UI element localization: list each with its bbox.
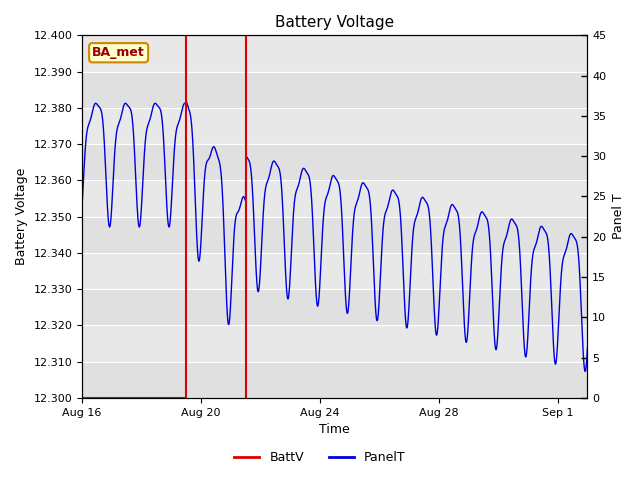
- Y-axis label: Panel T: Panel T: [612, 194, 625, 240]
- Bar: [82, 144, 588, 180]
- Bar: [82, 253, 588, 289]
- Bar: [82, 108, 588, 144]
- Bar: [82, 36, 588, 72]
- Bar: [82, 216, 588, 253]
- Bar: [82, 361, 588, 398]
- Text: BA_met: BA_met: [92, 46, 145, 59]
- Bar: [82, 325, 588, 361]
- Bar: [82, 180, 588, 216]
- X-axis label: Time: Time: [319, 423, 350, 436]
- Title: Battery Voltage: Battery Voltage: [275, 15, 394, 30]
- Y-axis label: Battery Voltage: Battery Voltage: [15, 168, 28, 265]
- Legend: BattV, PanelT: BattV, PanelT: [229, 446, 411, 469]
- Bar: [82, 72, 588, 108]
- Bar: [82, 289, 588, 325]
